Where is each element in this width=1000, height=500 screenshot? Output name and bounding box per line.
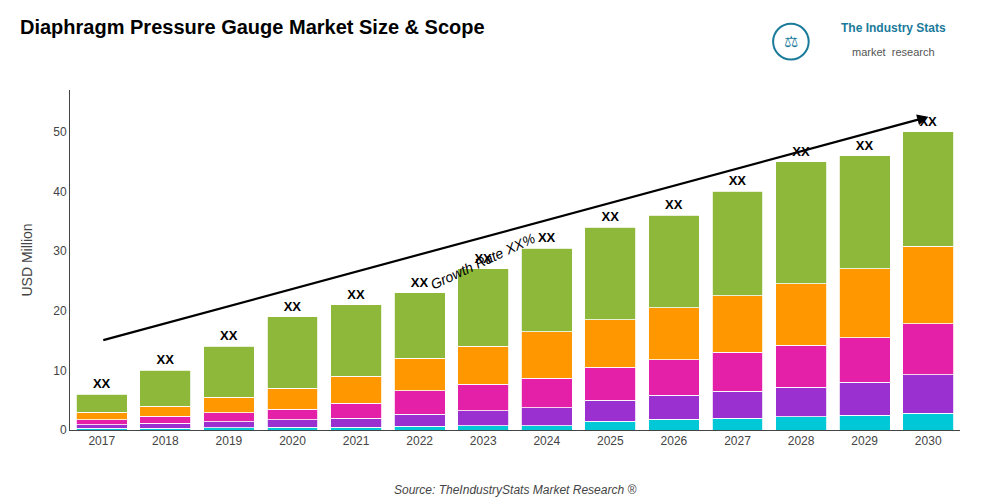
svg-text:2023: 2023 [470, 434, 497, 448]
svg-text:XX: XX [93, 376, 111, 391]
svg-text:XX: XX [157, 352, 175, 367]
svg-text:30: 30 [53, 244, 67, 258]
svg-text:XX: XX [347, 287, 365, 302]
svg-text:2028: 2028 [788, 434, 815, 448]
svg-text:XX: XX [602, 209, 620, 224]
svg-text:Growth Rate XX%: Growth Rate XX% [428, 230, 538, 293]
svg-text:The Industry Stats: The Industry Stats [841, 21, 946, 35]
svg-text:2022: 2022 [406, 434, 433, 448]
svg-text:50: 50 [53, 125, 67, 139]
svg-text:Diaphragm Pressure Gauge Marke: Diaphragm Pressure Gauge Market Size & S… [20, 16, 485, 38]
svg-text:2019: 2019 [216, 434, 243, 448]
svg-text:XX: XX [538, 230, 556, 245]
svg-text:10: 10 [53, 364, 67, 378]
svg-text:XX: XX [792, 144, 810, 159]
svg-text:Source: TheIndustryStats Marke: Source: TheIndustryStats Market Research… [394, 483, 636, 497]
svg-text:2020: 2020 [279, 434, 306, 448]
svg-text:XX: XX [284, 299, 302, 314]
svg-text:2024: 2024 [533, 434, 560, 448]
svg-text:2027: 2027 [724, 434, 751, 448]
svg-text:market research: market research [852, 46, 935, 58]
svg-text:XX: XX [220, 328, 238, 343]
svg-text:⚖: ⚖ [784, 32, 798, 51]
svg-text:2029: 2029 [851, 434, 878, 448]
svg-text:2025: 2025 [597, 434, 624, 448]
svg-text:XX: XX [856, 138, 874, 153]
svg-text:XX: XX [665, 197, 683, 212]
svg-text:XX: XX [729, 173, 747, 188]
svg-text:2018: 2018 [152, 434, 179, 448]
svg-text:XX: XX [919, 114, 937, 129]
svg-text:2030: 2030 [915, 434, 942, 448]
svg-text:40: 40 [53, 185, 67, 199]
svg-text:20: 20 [53, 304, 67, 318]
svg-text:2017: 2017 [88, 434, 115, 448]
svg-text:0: 0 [60, 423, 67, 437]
svg-text:XX: XX [411, 275, 429, 290]
svg-text:2021: 2021 [343, 434, 370, 448]
svg-text:2026: 2026 [661, 434, 688, 448]
svg-text:XX: XX [474, 251, 492, 266]
svg-text:USD Million: USD Million [19, 223, 35, 296]
